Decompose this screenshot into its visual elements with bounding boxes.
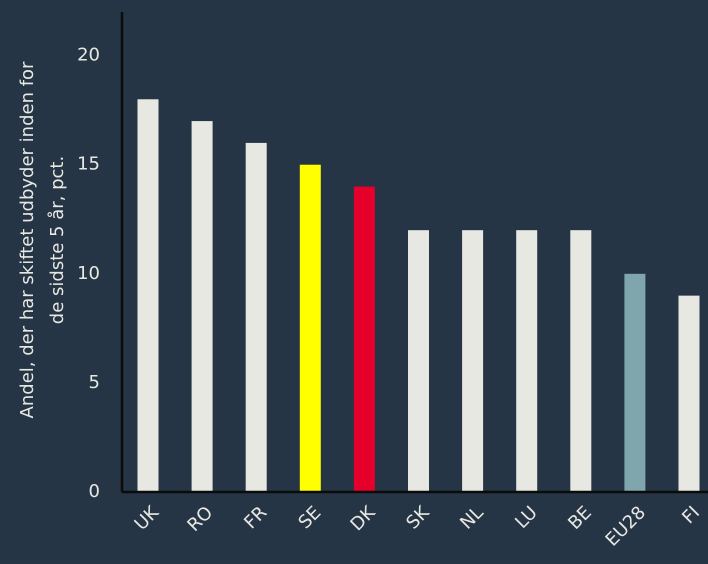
bar	[408, 230, 429, 492]
bar	[137, 99, 159, 492]
y-tick-label: 0	[89, 481, 100, 502]
bar	[191, 121, 213, 492]
y-tick-label: 20	[77, 45, 100, 66]
y-tick-label: 15	[77, 154, 100, 175]
bar	[299, 164, 321, 492]
bar	[462, 230, 484, 492]
y-axis-label: Andel, der har skiftet udbyder inden for	[17, 61, 38, 419]
y-tick-label: 10	[77, 263, 100, 284]
bar	[353, 186, 375, 492]
bar	[624, 273, 646, 492]
y-axis-label: de sidste 5 år, pct.	[47, 156, 68, 324]
bar	[245, 142, 267, 492]
bar	[678, 295, 700, 492]
bar	[516, 230, 538, 492]
bar	[570, 230, 592, 492]
y-tick-label: 5	[89, 372, 100, 393]
